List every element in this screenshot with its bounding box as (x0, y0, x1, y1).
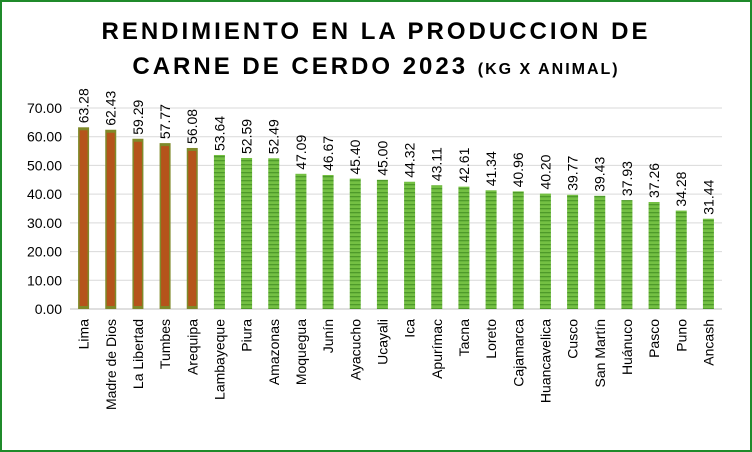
bar (404, 181, 416, 309)
bar (702, 218, 714, 309)
category-label: Cajamarca (510, 319, 526, 387)
category-label: Ucayali (374, 319, 390, 365)
bar (79, 130, 88, 306)
category-label: Tacna (456, 319, 472, 357)
bar (512, 191, 524, 309)
data-label: 63.28 (76, 88, 92, 123)
bar (648, 202, 660, 309)
bar (376, 179, 388, 309)
data-label: 39.43 (592, 157, 608, 192)
data-label: 45.40 (347, 139, 363, 174)
bar (322, 174, 334, 309)
category-label: Apurímac (429, 319, 445, 379)
category-label: Lima (76, 319, 92, 350)
bar (594, 195, 606, 309)
bar (133, 141, 142, 306)
y-tick-label: 40.00 (27, 186, 62, 202)
y-tick-label: 70.00 (27, 100, 62, 116)
y-tick-label: 30.00 (27, 215, 62, 231)
chart-title-unit: (KG X ANIMAL) (477, 61, 620, 78)
category-label: Loreto (483, 319, 499, 359)
data-label: 40.96 (510, 152, 526, 187)
bar (268, 158, 280, 309)
bar (295, 173, 307, 309)
category-label: San Martín (592, 319, 608, 387)
category-label: Ancash (700, 319, 716, 366)
y-tick-label: 20.00 (27, 244, 62, 260)
chart-title-line1: RENDIMIENTO EN LA PRODUCCION DE (101, 18, 651, 45)
data-label: 59.29 (130, 100, 146, 135)
category-label: Cusco (565, 319, 581, 359)
bar (161, 146, 170, 306)
data-label: 40.20 (537, 154, 553, 189)
bar (675, 210, 687, 309)
data-label: 37.26 (646, 163, 662, 198)
bar (431, 185, 443, 309)
category-label: Puno (673, 319, 689, 352)
y-tick-label: 10.00 (27, 272, 62, 288)
category-label: Tumbes (157, 319, 173, 369)
category-label: Huancavelica (537, 319, 553, 403)
category-label: Piura (239, 319, 255, 352)
category-label: Moquegua (293, 319, 309, 385)
category-label: Madre de Dios (103, 319, 119, 410)
category-label: Lambayeque (211, 319, 227, 400)
data-label: 52.59 (239, 119, 255, 154)
data-label: 31.44 (700, 179, 716, 214)
category-label: Huánuco (619, 319, 635, 375)
chart-title-line2: CARNE DE CERDO 2023 (KG X ANIMAL) (0, 53, 752, 81)
data-label: 41.34 (483, 151, 499, 186)
y-tick-label: 50.00 (27, 157, 62, 173)
data-label: 56.08 (184, 109, 200, 144)
bar (188, 150, 197, 306)
y-tick-label: 60.00 (27, 129, 62, 145)
data-label: 34.28 (673, 171, 689, 206)
category-label: Arequipa (184, 319, 200, 375)
bar (539, 193, 551, 309)
data-label: 47.09 (293, 135, 309, 170)
data-label: 39.77 (565, 156, 581, 191)
category-label: Ayacucho (347, 319, 363, 380)
data-label: 37.93 (619, 161, 635, 196)
bar (106, 132, 115, 306)
data-label: 62.43 (103, 90, 119, 125)
category-label: La Libertad (130, 319, 146, 389)
bar (349, 178, 361, 309)
data-label: 45.00 (374, 141, 390, 176)
data-label: 43.11 (429, 147, 445, 181)
data-label: 53.64 (211, 116, 227, 151)
bar (213, 154, 225, 309)
category-label: Pasco (646, 319, 662, 358)
category-label: Junín (320, 319, 336, 353)
bar (621, 200, 633, 309)
data-label: 44.32 (402, 142, 418, 177)
category-label: Ica (402, 319, 418, 338)
bar (241, 157, 253, 309)
bar (458, 186, 470, 309)
category-label: Amazonas (266, 319, 282, 385)
data-label: 52.49 (266, 119, 282, 154)
y-tick-label: 0.00 (35, 301, 62, 317)
data-label: 46.67 (320, 136, 336, 171)
bar (485, 190, 497, 309)
data-label: 42.61 (456, 147, 472, 182)
data-label: 57.77 (157, 104, 173, 139)
chart-title-main: CARNE DE CERDO 2023 (132, 53, 469, 80)
bar (567, 194, 579, 309)
